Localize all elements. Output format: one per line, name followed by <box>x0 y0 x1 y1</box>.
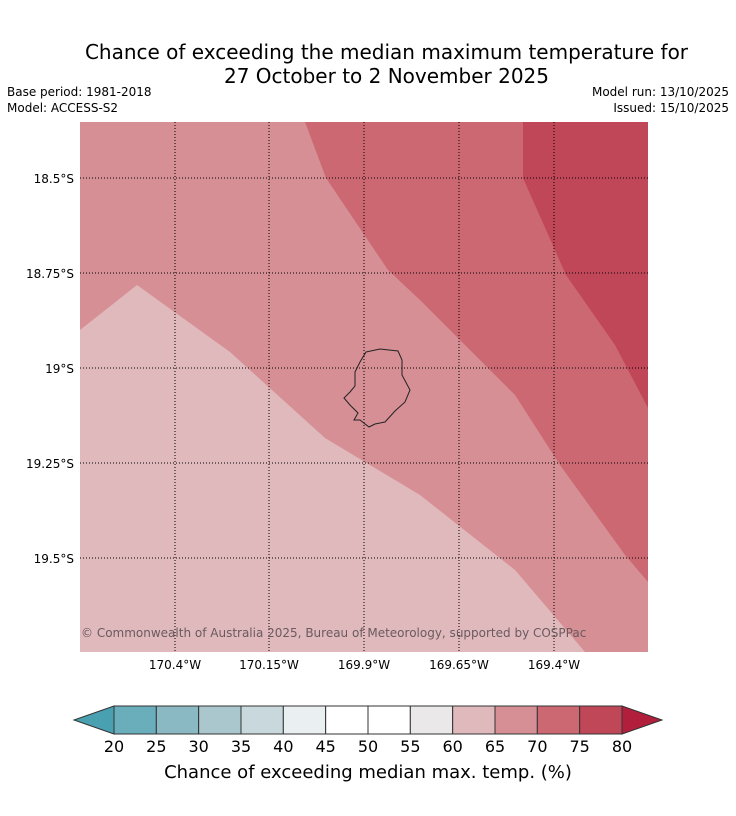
colorbar-swatch <box>452 705 496 735</box>
colorbar-tick-label: 60 <box>442 737 463 756</box>
colorbar-tick-label: 30 <box>188 737 209 756</box>
colorbar-tick-label: 55 <box>400 737 421 756</box>
colorbar-over-arrow <box>621 705 664 735</box>
colorbar-swatch <box>240 705 284 735</box>
colorbar-swatch <box>155 705 200 735</box>
colorbar-tick-label: 25 <box>146 737 167 756</box>
lon-label: 170.15°W <box>239 658 299 672</box>
title-line1: Chance of exceeding the median maximum t… <box>84 40 689 64</box>
copyright-text: © Commonwealth of Australia 2025, Bureau… <box>81 626 587 640</box>
colorbar-swatch <box>579 705 623 735</box>
graticule <box>80 122 648 652</box>
colorbar-swatch <box>536 705 581 735</box>
lon-label: 169.9°W <box>337 658 391 672</box>
lat-label: 18.75°S <box>26 267 74 281</box>
colorbar-tick-label: 80 <box>611 737 633 756</box>
base-period: Base period: 1981-2018 <box>7 85 152 99</box>
model: Model: ACCESS-S2 <box>7 101 119 115</box>
colorbar-tick-label: 20 <box>103 737 125 756</box>
zone-75-80 <box>523 122 648 408</box>
lat-label: 18.5°S <box>33 172 74 186</box>
colorbar-tick-label: 50 <box>357 737 379 756</box>
colorbar-tick-label: 40 <box>273 737 294 756</box>
lon-label: 170.4°W <box>148 658 202 672</box>
colorbar-tick-label: 65 <box>484 737 506 756</box>
colorbar-swatch <box>198 705 242 735</box>
colorbar-swatch <box>282 705 327 735</box>
issued: Issued: 15/10/2025 <box>613 101 729 115</box>
colorbar-swatch <box>409 705 454 735</box>
lon-label: 169.4°W <box>527 658 581 672</box>
colorbar-under-arrow <box>72 705 115 735</box>
lat-label: 19.25°S <box>26 457 74 471</box>
colorbar-tick-label: 35 <box>230 737 252 756</box>
colorbar-swatch <box>494 705 538 735</box>
colorbar <box>72 705 664 735</box>
colorbar-swatch <box>367 705 411 735</box>
niue-island-outline <box>343 348 411 428</box>
colorbar-tick-label: 45 <box>315 737 336 756</box>
colorbar-tick-label: 75 <box>569 737 590 756</box>
colorbar-swatch <box>325 705 369 735</box>
lon-label: 169.65°W <box>429 658 489 672</box>
model-run: Model run: 13/10/2025 <box>591 85 729 99</box>
colorbar-title: Chance of exceeding median max. temp. (%… <box>164 762 572 783</box>
lat-label: 19°S <box>45 362 74 376</box>
lat-label: 19.5°S <box>33 552 74 566</box>
colorbar-tick-label: 70 <box>527 737 548 756</box>
title-line2: 27 October to 2 November 2025 <box>223 64 550 88</box>
colorbar-swatch <box>113 705 157 735</box>
